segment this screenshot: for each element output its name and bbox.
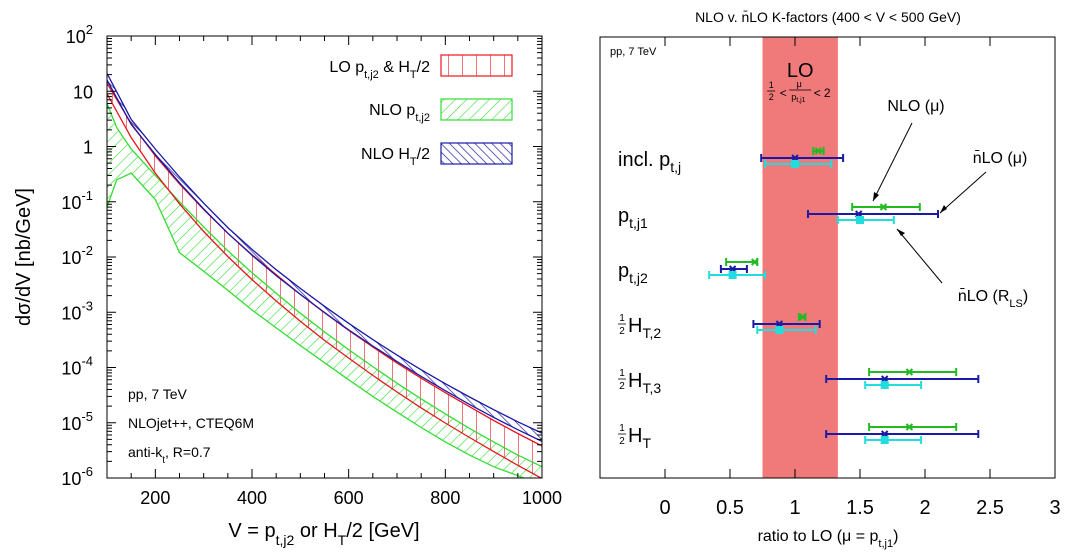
right-x-axis-label: ratio to LO (μ = pt,j1) (758, 528, 899, 550)
legend-label-nlo-ptj2: NLO pt,j2 (369, 102, 430, 124)
arrow-nlo-mu (872, 122, 913, 202)
marker-nlo (814, 147, 823, 155)
left-legend: LO pt,j2 & HT/2 NLO pt,j2 NLO HT/2 (329, 54, 513, 168)
x-tick-label: 2 (919, 497, 930, 519)
obs-fraction: 2 (619, 326, 625, 337)
y-tick-label: 10-1 (61, 188, 93, 213)
obs-fraction: 1 (619, 368, 625, 379)
marker-nbarlo-rls (728, 271, 737, 279)
band-lo (107, 83, 542, 478)
marker-nbarlo-rls (880, 381, 889, 389)
band-lower-nlo-ht2 (107, 79, 542, 442)
obs-fraction: 1 (619, 313, 625, 324)
arrow-nbarlo-mu-head (940, 205, 947, 213)
spectrum-panel: 102 10 1 10-1 10-2 10-3 10-4 10-5 10-6 200 400 600… (13, 22, 562, 548)
lo-band-label: LO (787, 60, 814, 82)
observable-label: HT,3 (628, 370, 661, 396)
arrow-nbarlo-rls (896, 228, 943, 284)
x-tick-label: 0 (659, 497, 670, 519)
marker-nlo (750, 258, 759, 266)
observable-label: pt,j2 (618, 260, 648, 286)
left-x-axis-label: V = pt,j2 or HT/2 [GeV] (228, 520, 419, 548)
band-lower-lo (107, 93, 542, 478)
marker-nbarlo-rls (775, 326, 784, 334)
left-annotation-program: NLOjet++, CTEQ6M (128, 415, 254, 431)
right-plot-frame (599, 36, 1056, 479)
obs-fraction: 1 (619, 423, 625, 434)
observable-label: HT,2 (628, 315, 661, 341)
svg-text:<: < (780, 86, 787, 100)
x-tick-label: 0.5 (716, 497, 744, 519)
lo-band-scale-range: 12 <μpt,j1< 2 (767, 79, 831, 104)
svg-text:2: 2 (769, 92, 774, 102)
obs-fraction: 2 (619, 436, 625, 447)
left-annotation-algorithm: anti-kt, R=0.7 (128, 444, 211, 466)
marker-nbarlo-rls (856, 216, 864, 224)
observable-label: incl. pt,j (618, 149, 681, 175)
y-tick-label: 10-3 (61, 298, 93, 323)
marker-nbarlo-rls (791, 160, 799, 168)
lo-scale-band (762, 37, 838, 478)
x-tick-label: 1.5 (846, 497, 874, 519)
arrow-nlo-mu-head (873, 192, 879, 201)
y-tick-label: 10-4 (61, 354, 93, 379)
annotation-nbarlo-rls: n̄LO (RLS) (958, 288, 1028, 310)
x-tick-label: 400 (237, 488, 267, 508)
svg-text:pt,j1: pt,j1 (791, 92, 805, 104)
legend-swatch-lo (440, 54, 513, 77)
y-tick-label: 1 (83, 138, 93, 158)
svg-text:μ: μ (797, 79, 802, 89)
obs-fraction: 2 (619, 381, 625, 392)
x-tick-label: 600 (334, 488, 364, 508)
annotation-nbarlo-mu: n̄LO (μ) (973, 150, 1028, 167)
legend-swatch-nlo-ptj2 (440, 98, 513, 121)
legend-swatch-nlo-ht2 (440, 142, 513, 165)
band-upper-nlo-ht2 (107, 73, 542, 434)
kfactor-panel: NLO v. n̄LO K-factors (400 < V < 500 GeV… (599, 9, 1061, 550)
x-tick-label: 200 (140, 488, 170, 508)
svg-text:1: 1 (769, 80, 774, 90)
x-tick-label: 1 (789, 497, 800, 519)
band-lower-nlo-ptj2 (107, 172, 526, 478)
arrow-nbarlo-mu (939, 171, 987, 214)
svg-text:<: < (814, 86, 821, 100)
left-y-axis-label: dσ/dV [nb/GeV] (13, 188, 35, 326)
observable-label: pt,j1 (618, 205, 648, 231)
x-tick-label: 800 (430, 488, 460, 508)
x-tick-label: 3 (1049, 497, 1060, 519)
y-tick-label: 10-6 (61, 464, 93, 489)
y-tick-label: 10-2 (61, 243, 93, 268)
corner-label: pp, 7 TeV (610, 46, 657, 58)
x-tick-label: 2.5 (976, 497, 1004, 519)
marker-nlo (879, 203, 888, 211)
svg-text:2: 2 (824, 86, 831, 100)
y-tick-label: 10-5 (61, 409, 93, 434)
x-tick-label: 1000 (522, 488, 562, 508)
marker-nlo (905, 423, 914, 431)
y-tick-label: 10 (73, 82, 93, 102)
y-tick-label: 102 (66, 22, 93, 47)
band-upper-nlo-ptj2 (107, 103, 542, 468)
marker-nbarlo-rls (880, 436, 889, 444)
observable-label: HT (628, 425, 651, 451)
right-chart-title: NLO v. n̄LO K-factors (400 < V < 500 GeV… (695, 9, 961, 25)
marker-nlo (799, 313, 807, 321)
arrow-nbarlo-rls-head (897, 229, 905, 236)
left-annotation-collider: pp, 7 TeV (128, 386, 188, 402)
legend-label-nlo-ht2: NLO HT/2 (361, 146, 430, 168)
marker-nlo (905, 368, 914, 376)
annotation-nlo-mu: NLO (μ) (887, 98, 944, 115)
legend-label-lo: LO pt,j2 & HT/2 (329, 59, 430, 81)
